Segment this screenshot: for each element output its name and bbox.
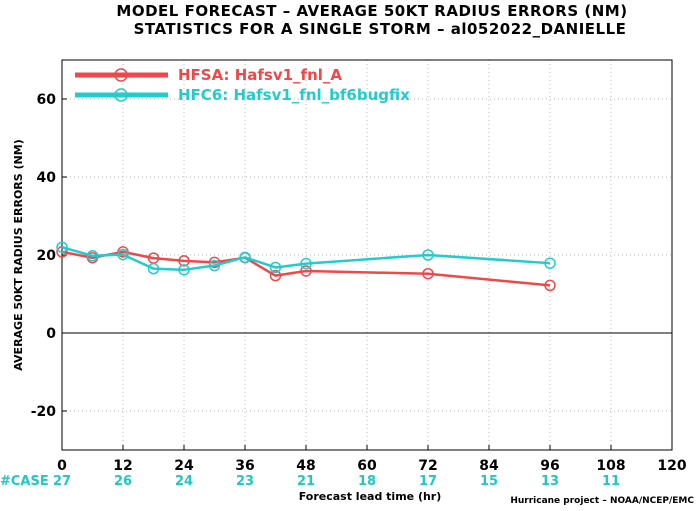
x-tick-label: 60 <box>357 458 377 474</box>
series-2-point <box>178 264 190 276</box>
case-count: 27 <box>53 474 71 489</box>
x-tick-label: 0 <box>57 458 67 474</box>
series-1-point <box>544 279 556 292</box>
y-tick-label: -20 <box>31 404 57 420</box>
case-count: 18 <box>358 474 376 489</box>
x-tick-label: 12 <box>113 458 132 474</box>
y-tick-label: 40 <box>37 170 57 186</box>
series-line-2 <box>61 245 551 272</box>
legend-label-2: HFC6: Hafsv1_fnl_bf6bugfix <box>178 86 410 104</box>
case-count: 23 <box>236 474 254 489</box>
series-1-point <box>422 267 434 280</box>
x-tick-label: 108 <box>596 458 625 474</box>
series-1-point <box>269 269 282 282</box>
case-count: 13 <box>541 474 559 489</box>
chart-title-line-1: MODEL FORECAST – AVERAGE 50KT RADIUS ERR… <box>116 2 627 20</box>
credit-text: Hurricane project – NOAA/NCEP/EMC <box>510 496 694 506</box>
series-2-point <box>300 257 312 270</box>
x-tick-label: 96 <box>540 458 559 474</box>
plot-area: 0 12 24 36 48 60 72 84 96 108 120 -20 0 20 40 60 HFSA: H… <box>31 59 687 489</box>
x-tick-label: 84 <box>479 458 499 474</box>
series-2-point <box>86 250 99 262</box>
legend-label-1: HFSA: Hafsv1_fnl_A <box>178 66 342 84</box>
case-label: #CASE <box>0 474 49 489</box>
legend-marker-2 <box>114 88 128 102</box>
chart-title-line-2: STATISTICS FOR A SINGLE STORM – al052022… <box>134 20 627 38</box>
series-2-point <box>269 261 282 274</box>
case-count: 11 <box>602 474 620 489</box>
series-2-point <box>422 249 434 261</box>
case-count: 15 <box>480 474 498 489</box>
series-1-point <box>56 246 68 258</box>
y-tick-label: 0 <box>46 326 56 342</box>
x-tick-label: 120 <box>657 458 686 474</box>
x-axis-label: Forecast lead time (hr) <box>299 490 442 503</box>
series-2-point <box>56 241 68 253</box>
x-tick-label: 36 <box>235 458 254 474</box>
y-axis-label: AVERAGE 50KT RADIUS ERRORS (NM) <box>12 139 25 370</box>
series-2-point <box>239 251 251 264</box>
series-2-point <box>208 259 221 272</box>
series-1-point <box>178 255 190 267</box>
case-count: 24 <box>175 474 193 489</box>
y-tick-label: 20 <box>37 248 57 264</box>
x-tick-label: 24 <box>174 458 194 474</box>
series-1-point <box>300 265 312 277</box>
case-count: 26 <box>114 474 132 489</box>
series-2-point <box>544 257 556 269</box>
series-1-point <box>208 256 221 269</box>
x-tick-label: 72 <box>418 458 437 474</box>
series-2-point <box>147 262 160 275</box>
legend-marker-1 <box>114 68 128 82</box>
series-2-point <box>117 248 129 261</box>
case-count: 17 <box>419 474 437 489</box>
x-tick-label: 48 <box>296 458 315 474</box>
y-tick-label: 60 <box>37 92 57 108</box>
case-count: 21 <box>297 474 315 489</box>
